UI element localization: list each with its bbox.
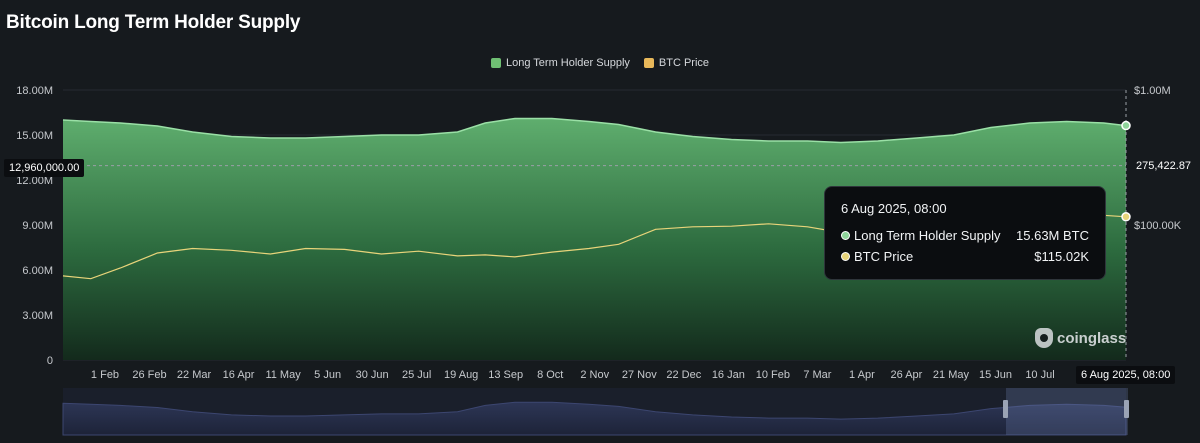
tooltip-label-btc-price: BTC Price <box>854 249 914 264</box>
x-tick-label: 2 Nov <box>580 369 609 381</box>
crosshair-right-value: 275,422.87 <box>1136 160 1192 172</box>
tooltip-dot-lths <box>841 231 850 240</box>
watermark-text: coinglass <box>1057 329 1127 347</box>
lths-marker <box>1121 120 1131 131</box>
x-tick-label: 22 Mar <box>177 369 212 381</box>
crosshair-left-value: 12,960,000.00 <box>4 159 85 177</box>
navigator-handle-left[interactable] <box>1003 400 1008 418</box>
x-tick-label: 21 May <box>933 369 970 381</box>
x-tick-label: 30 Jun <box>356 369 389 381</box>
navigator-series <box>62 401 1127 436</box>
x-tick-label: 15 Jun <box>979 369 1012 381</box>
crosshair <box>63 90 1131 360</box>
x-tick-label: 22 Dec <box>666 369 701 381</box>
x-tick-label: 26 Apr <box>891 369 923 381</box>
x-tick-label: 16 Apr <box>223 369 255 381</box>
y-left-tick-label: 18.00M <box>16 85 53 97</box>
navigator-handle-right[interactable] <box>1124 400 1129 418</box>
legend-item-lths[interactable]: Long Term Holder Supply <box>490 57 630 69</box>
lths-area <box>63 118 1126 360</box>
lths-line <box>62 117 1127 144</box>
x-tick-label: 16 Jan <box>712 369 745 381</box>
btc-price-marker <box>1121 212 1131 222</box>
coinglass-logo-icon <box>1035 328 1053 348</box>
legend-swatch-lths <box>490 58 501 68</box>
tooltip-dot-btc-price <box>841 252 850 261</box>
tooltip-row-btc-price: BTC Price $115.02K <box>841 249 1089 264</box>
y-left-tick-label: 9.00M <box>22 220 53 232</box>
x-tick-label: 10 Feb <box>756 369 790 381</box>
tooltip-date: 6 Aug 2025, 08:00 <box>841 201 947 216</box>
y-left-tick-label: 12.00M <box>16 175 53 187</box>
x-tick-label: 1 Feb <box>91 369 119 381</box>
x-tick-label: 1 Apr <box>849 369 875 381</box>
y-right-tick-label: $100.00K <box>1134 220 1182 232</box>
y-left-tick-label: 3.00M <box>22 310 53 322</box>
y-left-tick-label: 0 <box>47 355 53 367</box>
y-left-tick-label: 15.00M <box>16 130 53 142</box>
axes-layer: 0 3.00M 6.00M 9.00M 12.00M 15.00M 18.00M $100.0… <box>16 85 1181 381</box>
legend-item-btc-price[interactable]: BTC Price <box>643 57 710 69</box>
x-tick-label: 19 Aug <box>444 369 478 381</box>
y-right-tick-label: $1.00M <box>1134 85 1171 97</box>
navigator-selection[interactable] <box>1006 388 1128 435</box>
chart-title: Bitcoin Long Term Holder Supply <box>6 12 301 33</box>
x-tick-label: 27 Nov <box>622 369 657 381</box>
tooltip-row-lths: Long Term Holder Supply 15.63M BTC <box>841 228 1089 243</box>
x-tick-label: 8 Oct <box>537 369 563 381</box>
x-tick-label: 10 Jul <box>1025 369 1054 381</box>
legend-label-btc-price: BTC Price <box>658 57 710 69</box>
x-tick-label: 11 May <box>265 369 301 381</box>
x-tick-label: 26 Feb <box>132 369 166 381</box>
x-tick-label: 7 Mar <box>803 369 831 381</box>
x-tick-label: 13 Sep <box>488 369 523 381</box>
tooltip-label-lths: Long Term Holder Supply <box>854 228 1001 243</box>
legend-swatch-btc-price <box>643 58 654 68</box>
x-tick-label: 5 Jun <box>314 369 341 381</box>
navigator <box>62 388 1129 436</box>
tooltip-value-btc-price: $115.02K <box>1034 249 1089 264</box>
legend-label-lths: Long Term Holder Supply <box>505 57 630 69</box>
crosshair-x-value: 6 Aug 2025, 08:00 <box>1076 366 1176 384</box>
chart-legend: Long Term Holder Supply BTC Price <box>0 57 1200 69</box>
x-tick-label: 25 Jul <box>402 369 431 381</box>
tooltip-value-lths: 15.63M BTC <box>1016 228 1089 243</box>
data-tooltip: 6 Aug 2025, 08:00 Long Term Holder Suppl… <box>824 186 1106 280</box>
coinglass-watermark: coinglass <box>1035 328 1126 348</box>
y-left-tick-label: 6.00M <box>22 265 53 277</box>
